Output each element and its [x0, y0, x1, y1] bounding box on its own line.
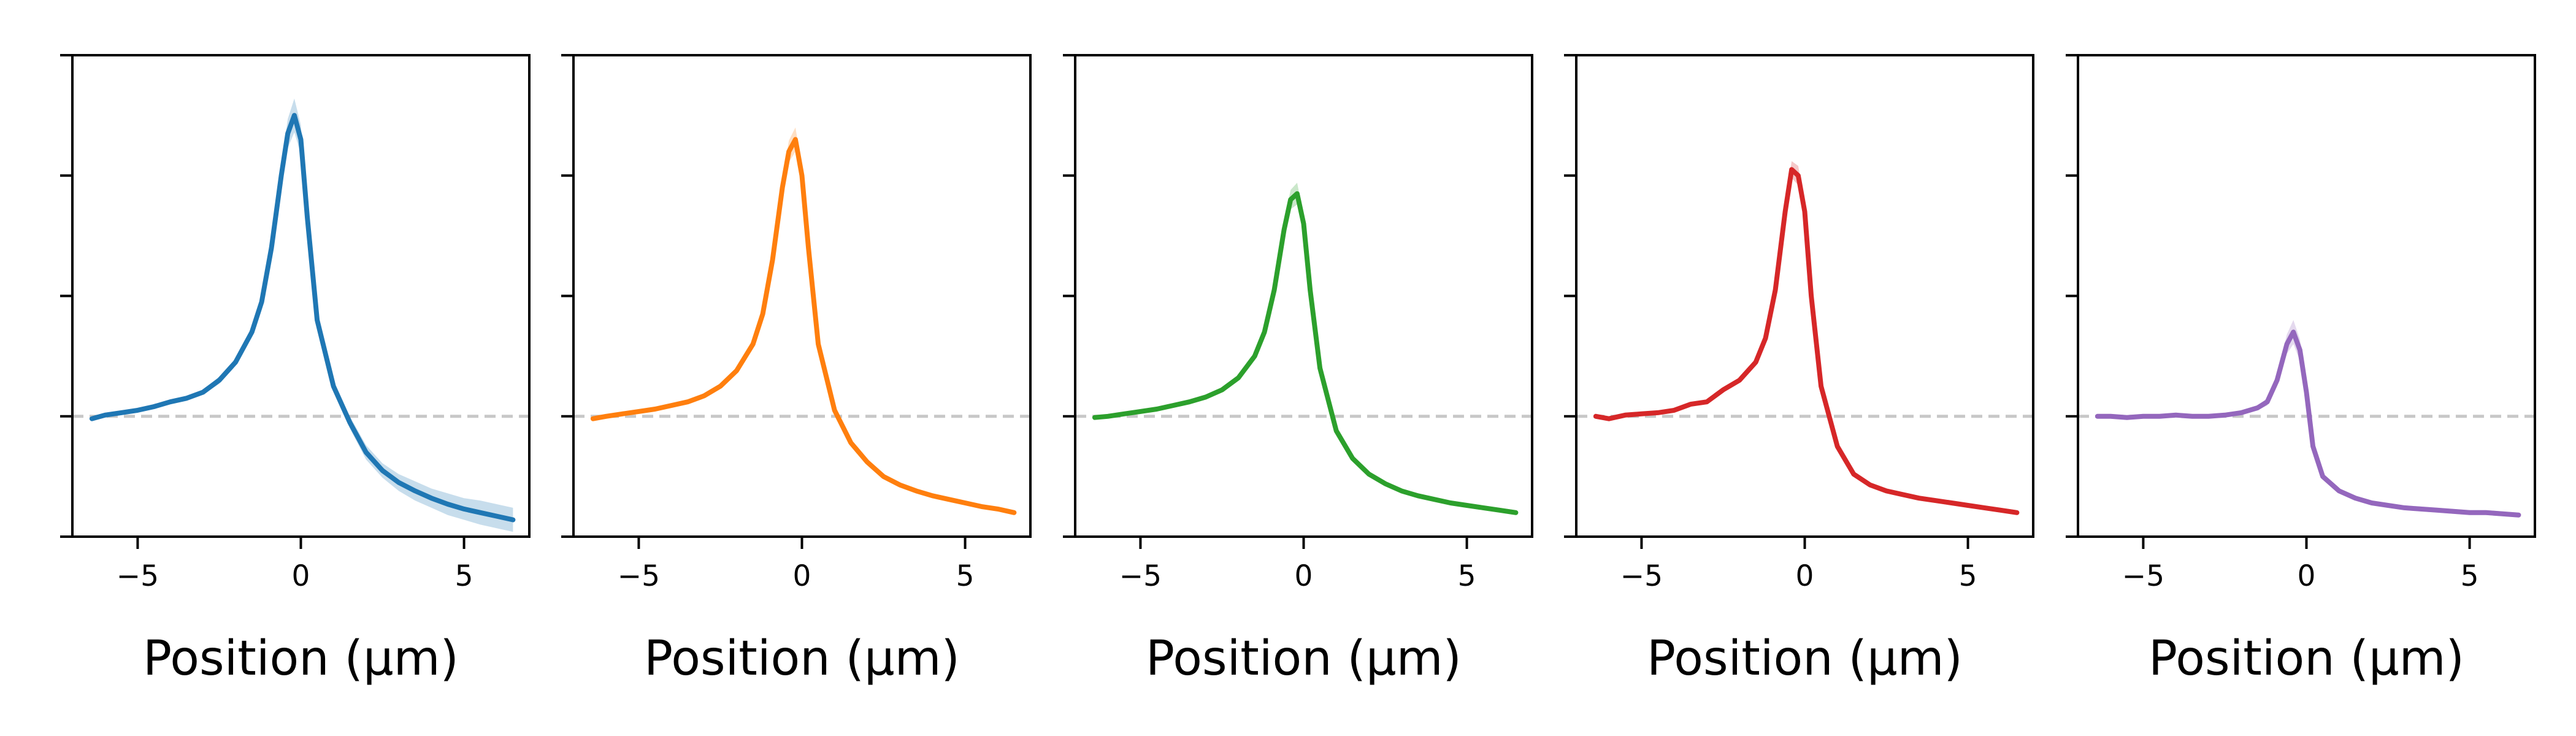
x-axis-label: Position (µm) [1146, 631, 1462, 686]
x-tick-label: 0 [292, 559, 310, 593]
axes-frame [2077, 54, 2536, 538]
x-axis-label: Position (µm) [1647, 631, 1963, 686]
x-tick-label: 0 [2298, 559, 2316, 593]
x-tick-label: 0 [1295, 559, 1313, 593]
series-line [2095, 329, 2521, 518]
x-tick-label: 5 [455, 559, 473, 593]
x-tick-label: −5 [117, 559, 159, 593]
x-tick-label: 0 [1796, 559, 1814, 593]
panel-3: −5 0 5 Position (µm) [1063, 54, 1533, 686]
x-tick-label: 5 [956, 559, 975, 593]
x-tick-label: −5 [1620, 559, 1663, 593]
axes-frame [1575, 54, 2034, 538]
x-axis-label: Position (µm) [2149, 631, 2464, 686]
panel-2: −5 0 5 Position (µm) [561, 54, 1032, 686]
series-line [89, 113, 516, 523]
panel-5: −5 0 5 Position (µm) [2066, 54, 2536, 686]
x-tick-label: 5 [2461, 559, 2479, 593]
x-tick-label: 5 [1959, 559, 1977, 593]
x-tick-label: 5 [1458, 559, 1476, 593]
axes-frame [1074, 54, 1533, 538]
x-axis-label: Position (µm) [143, 631, 459, 686]
panel-1: −5 0 5 Position (µm) [60, 54, 531, 686]
series-line [1092, 191, 1519, 515]
x-tick-label: −5 [1119, 559, 1162, 593]
x-tick-label: −5 [618, 559, 660, 593]
series-line [1593, 167, 2020, 515]
x-axis-label: Position (µm) [644, 631, 960, 686]
x-tick-label: −5 [2122, 559, 2164, 593]
panel-4: −5 0 5 Position (µm) [1564, 54, 2034, 686]
series-line [590, 137, 1017, 515]
x-tick-label: 0 [793, 559, 811, 593]
axes-frame [572, 54, 1032, 538]
